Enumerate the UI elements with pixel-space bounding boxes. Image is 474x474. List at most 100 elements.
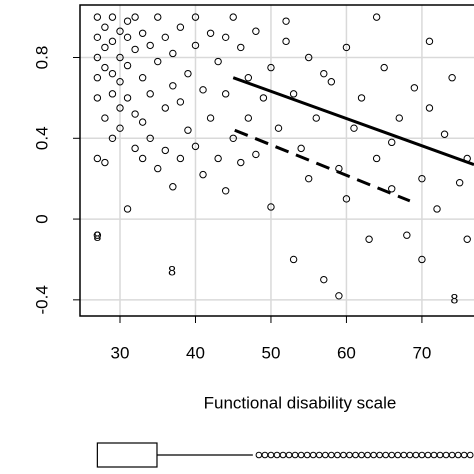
box-outlier (424, 451, 432, 459)
box-outlier (382, 451, 389, 459)
point (327, 78, 336, 86)
point (131, 110, 139, 118)
point (184, 126, 192, 134)
box-outlier (309, 451, 317, 459)
point (410, 84, 419, 92)
point (267, 203, 275, 211)
point (237, 158, 245, 167)
point (237, 43, 245, 52)
box-outlier (267, 451, 275, 459)
point (146, 41, 154, 50)
point (342, 195, 351, 203)
fit-line (232, 76, 474, 166)
point (176, 154, 185, 163)
box-outlier (297, 451, 305, 459)
y-tick-label: -0.4 (32, 285, 51, 314)
point (101, 23, 109, 31)
box-outlier (406, 451, 414, 459)
point (282, 17, 290, 25)
box-outlier (430, 451, 438, 459)
box-outlier (255, 451, 263, 459)
point (154, 164, 162, 173)
box-outlier (340, 451, 347, 459)
point (138, 118, 147, 126)
point (206, 114, 215, 122)
point (116, 124, 124, 132)
point (154, 57, 162, 66)
point (199, 86, 207, 94)
point (199, 170, 207, 179)
point (131, 13, 139, 21)
point (116, 53, 124, 62)
box-outlier (400, 451, 408, 459)
point (425, 104, 434, 112)
point (350, 124, 358, 132)
point (101, 43, 109, 52)
box-outlier (436, 451, 444, 459)
plot-frame (79, 4, 474, 317)
point (463, 235, 471, 243)
point (229, 134, 237, 142)
point (108, 13, 117, 21)
box-outlier (328, 451, 335, 459)
box-outlier (334, 451, 341, 459)
box-outlier (412, 451, 420, 459)
box-outlier (291, 451, 299, 459)
box-outlier (261, 451, 269, 459)
box-outlier (364, 451, 371, 459)
point (138, 74, 147, 82)
point (425, 37, 434, 46)
fit-line (234, 128, 411, 203)
point (108, 90, 117, 98)
point (342, 43, 351, 52)
box-outlier (370, 451, 377, 459)
x-tick-label: 70 (412, 343, 431, 362)
x-tick-label: 30 (111, 343, 130, 362)
point (221, 90, 230, 98)
point (161, 33, 169, 42)
point (440, 130, 449, 138)
point (403, 231, 411, 239)
point (380, 63, 388, 72)
box-outlier (388, 451, 396, 459)
point (138, 29, 147, 37)
point (221, 187, 230, 195)
point (108, 37, 117, 46)
box (96, 442, 158, 468)
point (365, 235, 373, 243)
point (448, 74, 456, 82)
point (116, 27, 124, 35)
point (131, 144, 139, 153)
point (176, 98, 185, 106)
point (455, 179, 464, 187)
point (93, 53, 102, 62)
point (372, 13, 381, 21)
point (116, 78, 124, 86)
x-tick-label: 60 (337, 343, 356, 362)
box-outlier (448, 451, 456, 459)
point (244, 114, 253, 122)
point (146, 90, 154, 98)
point (116, 104, 124, 112)
point (433, 205, 441, 213)
point: 8 (93, 228, 101, 244)
point (108, 134, 117, 142)
point (252, 27, 260, 35)
box-outlier (442, 451, 450, 459)
point (305, 174, 313, 183)
point (108, 69, 117, 78)
point (214, 154, 222, 163)
point (184, 69, 192, 78)
box-outlier (322, 451, 329, 459)
box-outlier (315, 451, 323, 459)
point (395, 114, 403, 122)
box-outlier (358, 451, 365, 459)
point (221, 33, 230, 42)
point (320, 69, 328, 78)
point (101, 114, 109, 122)
point (93, 74, 102, 82)
box-outlier (273, 451, 281, 459)
y-tick-label: 0.8 (32, 46, 51, 70)
point (312, 114, 320, 122)
point (169, 82, 177, 90)
